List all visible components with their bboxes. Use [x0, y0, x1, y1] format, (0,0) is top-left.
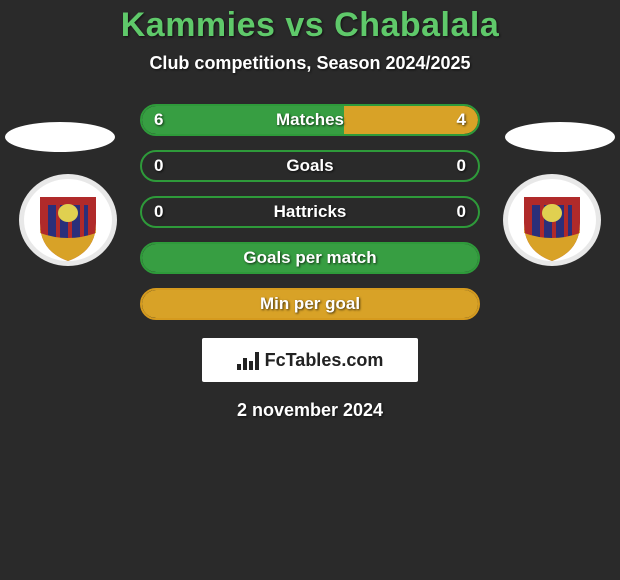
- player-avatar-right: [505, 122, 615, 152]
- page-title: Kammies vs Chabalala: [0, 6, 620, 45]
- stat-value-right: 4: [457, 110, 466, 130]
- stat-label: Matches: [276, 110, 344, 130]
- shield-icon: [502, 173, 602, 268]
- stat-row-min-per-goal: Min per goal: [140, 288, 480, 320]
- player-avatar-left: [5, 122, 115, 152]
- shield-icon: [18, 173, 118, 268]
- stat-value-left: 0: [154, 202, 163, 222]
- stat-row-matches: 6 Matches 4: [140, 104, 480, 136]
- club-badge-right: [502, 173, 602, 268]
- date-line: 2 november 2024: [0, 400, 620, 421]
- brand-bars-icon: [237, 350, 259, 370]
- stat-value-right: 0: [457, 156, 466, 176]
- stat-label: Goals per match: [243, 248, 376, 268]
- brand-text: FcTables.com: [265, 350, 384, 371]
- club-badge-left: [18, 173, 118, 268]
- stat-value-left: 0: [154, 156, 163, 176]
- stat-label: Goals: [286, 156, 333, 176]
- brand-box: FcTables.com: [202, 338, 418, 382]
- stat-row-hattricks: 0 Hattricks 0: [140, 196, 480, 228]
- stat-row-goals: 0 Goals 0: [140, 150, 480, 182]
- stat-row-goals-per-match: Goals per match: [140, 242, 480, 274]
- stat-value-left: 6: [154, 110, 163, 130]
- stat-label: Min per goal: [260, 294, 360, 314]
- comparison-infographic: Kammies vs Chabalala Club competitions, …: [0, 0, 620, 580]
- stat-label: Hattricks: [274, 202, 347, 222]
- stats-container: 6 Matches 4 0 Goals 0 0 Hattricks 0 Goal…: [140, 104, 480, 320]
- subtitle: Club competitions, Season 2024/2025: [0, 53, 620, 74]
- stat-value-right: 0: [457, 202, 466, 222]
